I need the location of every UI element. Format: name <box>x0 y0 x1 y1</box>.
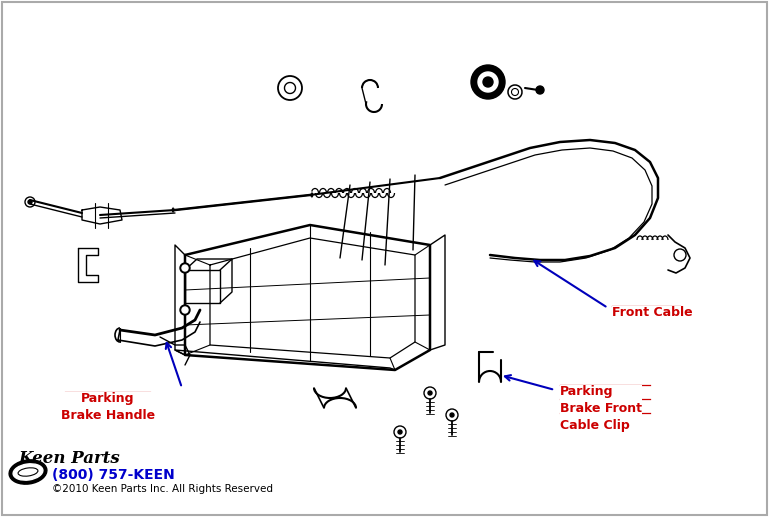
Circle shape <box>536 86 544 94</box>
Circle shape <box>182 307 188 313</box>
Circle shape <box>398 430 402 434</box>
Circle shape <box>28 200 32 204</box>
Text: Front Cable: Front Cable <box>612 306 693 319</box>
Text: (800) 757-KEEN: (800) 757-KEEN <box>52 468 175 482</box>
Circle shape <box>478 72 498 92</box>
Circle shape <box>182 265 188 271</box>
Text: Parking
Brake Front
Cable Clip: Parking Brake Front Cable Clip <box>560 385 642 432</box>
Circle shape <box>428 391 432 395</box>
Text: Parking
Brake Handle: Parking Brake Handle <box>61 392 155 422</box>
Text: ©2010 Keen Parts Inc. All Rights Reserved: ©2010 Keen Parts Inc. All Rights Reserve… <box>52 484 273 494</box>
Circle shape <box>180 263 190 273</box>
Circle shape <box>483 77 493 87</box>
Circle shape <box>180 305 190 315</box>
Circle shape <box>450 413 454 417</box>
Ellipse shape <box>9 460 47 484</box>
Text: Keen Parts: Keen Parts <box>18 450 120 467</box>
Ellipse shape <box>13 464 43 480</box>
Circle shape <box>471 65 505 99</box>
